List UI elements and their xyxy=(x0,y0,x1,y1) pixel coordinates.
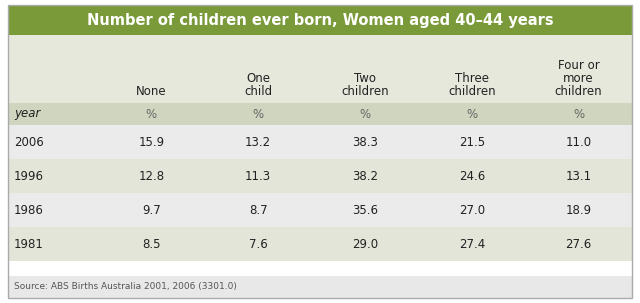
Text: 11.3: 11.3 xyxy=(245,169,271,182)
Text: %: % xyxy=(573,108,584,121)
Text: None: None xyxy=(136,85,166,98)
Text: %: % xyxy=(146,108,157,121)
Text: 11.0: 11.0 xyxy=(566,135,591,148)
Text: 35.6: 35.6 xyxy=(352,204,378,217)
Text: %: % xyxy=(466,108,477,121)
Text: 15.9: 15.9 xyxy=(138,135,164,148)
Text: 38.3: 38.3 xyxy=(352,135,378,148)
Text: Four or: Four or xyxy=(557,59,600,72)
Text: 24.6: 24.6 xyxy=(459,169,485,182)
Text: 38.2: 38.2 xyxy=(352,169,378,182)
Bar xyxy=(8,103,632,125)
Text: Source: ABS Births Australia 2001, 2006 (3301.0): Source: ABS Births Australia 2001, 2006 … xyxy=(14,282,237,291)
Text: child: child xyxy=(244,85,272,98)
Text: %: % xyxy=(360,108,371,121)
Text: children: children xyxy=(341,85,389,98)
Text: 8.7: 8.7 xyxy=(249,204,268,217)
Bar xyxy=(8,35,632,103)
Bar xyxy=(8,193,632,227)
Text: 27.0: 27.0 xyxy=(459,204,485,217)
Text: 12.8: 12.8 xyxy=(138,169,164,182)
Text: 29.0: 29.0 xyxy=(352,238,378,251)
Text: 2006: 2006 xyxy=(14,135,44,148)
Text: 27.4: 27.4 xyxy=(459,238,485,251)
Bar xyxy=(8,159,632,193)
Bar xyxy=(8,5,632,35)
Text: 8.5: 8.5 xyxy=(142,238,161,251)
Text: more: more xyxy=(563,72,594,85)
Text: 13.2: 13.2 xyxy=(245,135,271,148)
Bar xyxy=(8,276,632,298)
Text: %: % xyxy=(253,108,264,121)
Text: 7.6: 7.6 xyxy=(249,238,268,251)
Text: 27.6: 27.6 xyxy=(566,238,592,251)
Text: Number of children ever born, Women aged 40–44 years: Number of children ever born, Women aged… xyxy=(86,12,554,28)
Text: Two: Two xyxy=(354,72,376,85)
Text: 9.7: 9.7 xyxy=(142,204,161,217)
Text: children: children xyxy=(555,85,602,98)
Text: 1981: 1981 xyxy=(14,238,44,251)
Text: children: children xyxy=(448,85,495,98)
Text: 1986: 1986 xyxy=(14,204,44,217)
Text: year: year xyxy=(14,108,40,121)
Text: 13.1: 13.1 xyxy=(566,169,591,182)
Bar xyxy=(8,125,632,159)
Text: 18.9: 18.9 xyxy=(566,204,591,217)
Text: One: One xyxy=(246,72,270,85)
Text: 1996: 1996 xyxy=(14,169,44,182)
Bar xyxy=(8,227,632,261)
Text: 21.5: 21.5 xyxy=(459,135,485,148)
Text: Three: Three xyxy=(455,72,489,85)
